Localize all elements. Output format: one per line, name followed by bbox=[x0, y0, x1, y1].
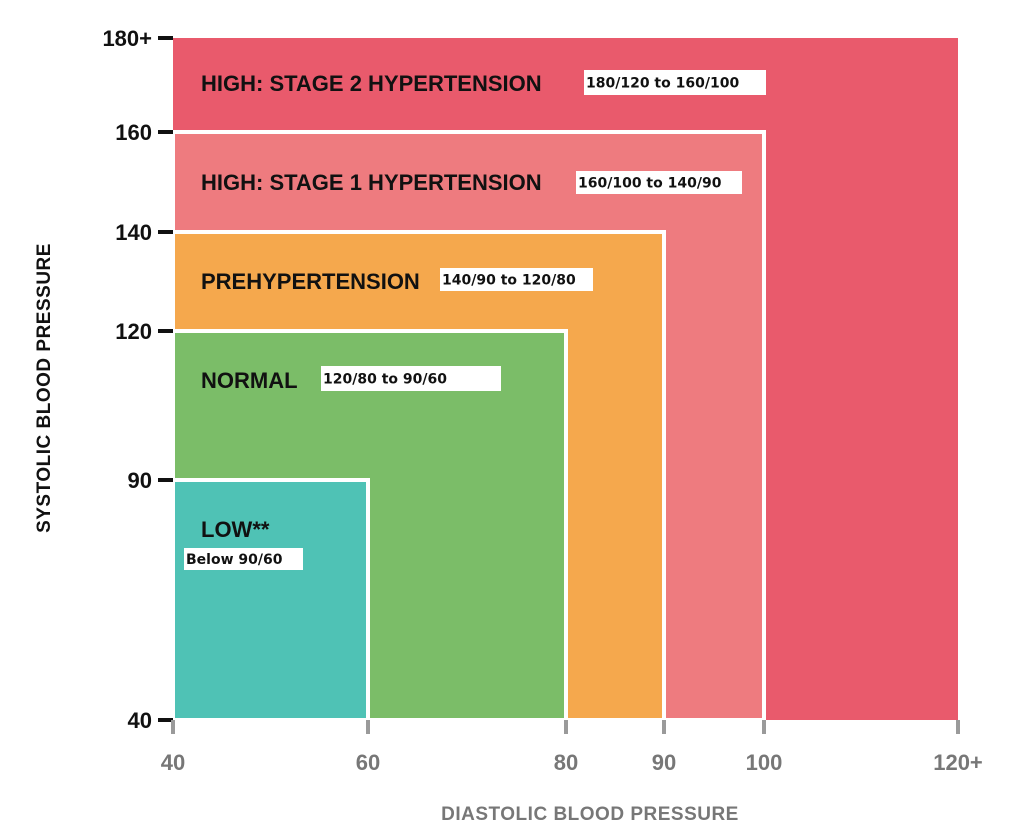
range-label-high-stage-2-hypertension: 180/120 to 160/100 bbox=[586, 76, 739, 92]
range-label-box bbox=[576, 171, 742, 194]
range-label-box bbox=[321, 366, 501, 391]
zone-label-high-stage-1-hypertension: HIGH: STAGE 1 HYPERTENSION bbox=[201, 170, 542, 195]
x-tick-label: 90 bbox=[652, 750, 676, 775]
x-tick-label: 120+ bbox=[933, 750, 983, 775]
range-label-normal: 120/80 to 90/60 bbox=[323, 372, 447, 388]
range-label-box bbox=[440, 268, 593, 291]
y-tick-label: 120 bbox=[115, 319, 152, 344]
y-tick-label: 40 bbox=[128, 708, 152, 733]
x-axis-title: DIASTOLIC BLOOD PRESSURE bbox=[441, 804, 739, 825]
range-label-box bbox=[184, 548, 303, 570]
zone-label-prehypertension: PREHYPERTENSION bbox=[201, 269, 420, 294]
y-tick-label: 160 bbox=[115, 120, 152, 145]
x-tick-label: 40 bbox=[161, 750, 185, 775]
range-label-box bbox=[584, 70, 766, 95]
range-label-low: Below 90/60 bbox=[186, 552, 283, 568]
y-tick-label: 90 bbox=[128, 468, 152, 493]
zone-label-high-stage-2-hypertension: HIGH: STAGE 2 HYPERTENSION bbox=[201, 71, 542, 96]
zones-layer bbox=[171, 38, 958, 722]
axes-layer: 40 90 120 140 160 180+ 40 60 80 90 100 120+ bbox=[102, 26, 982, 775]
x-tick-label: 80 bbox=[554, 750, 578, 775]
zone-label-low: LOW** bbox=[201, 517, 270, 542]
zone-label-normal: NORMAL bbox=[201, 368, 298, 393]
x-tick-label: 60 bbox=[356, 750, 380, 775]
range-label-high-stage-1-hypertension: 160/100 to 140/90 bbox=[578, 176, 722, 192]
zone-low bbox=[171, 478, 370, 722]
y-tick-label: 140 bbox=[115, 220, 152, 245]
range-label-prehypertension: 140/90 to 120/80 bbox=[442, 273, 576, 289]
y-tick-label: 180+ bbox=[102, 26, 152, 51]
zone-labels-layer: HIGH: STAGE 2 HYPERTENSION 180/120 to 160… bbox=[184, 70, 766, 570]
y-axis-title: SYSTOLIC BLOOD PRESSURE bbox=[34, 243, 55, 533]
x-tick-label: 100 bbox=[746, 750, 783, 775]
